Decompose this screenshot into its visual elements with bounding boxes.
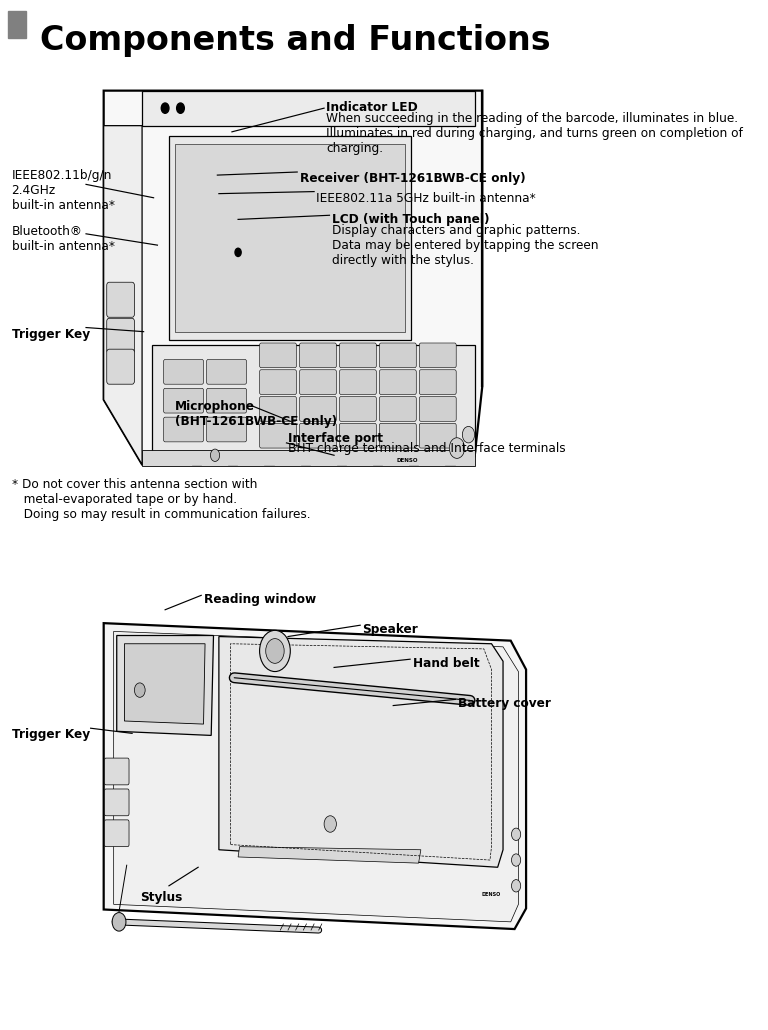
FancyBboxPatch shape — [104, 820, 129, 847]
FancyBboxPatch shape — [379, 343, 416, 368]
FancyBboxPatch shape — [260, 397, 296, 421]
Polygon shape — [104, 126, 142, 465]
Text: Battery cover: Battery cover — [458, 697, 551, 711]
FancyBboxPatch shape — [207, 359, 247, 384]
FancyBboxPatch shape — [207, 388, 247, 413]
FancyBboxPatch shape — [207, 417, 247, 442]
Text: Trigger Key: Trigger Key — [12, 328, 90, 341]
Text: Receiver (BHT-1261BWB-CE only): Receiver (BHT-1261BWB-CE only) — [300, 172, 525, 185]
Bar — [8, 11, 26, 38]
Text: Speaker: Speaker — [362, 623, 419, 637]
FancyBboxPatch shape — [419, 343, 456, 368]
Text: IEEE802.11a 5GHz built-in antenna*: IEEE802.11a 5GHz built-in antenna* — [316, 192, 536, 205]
FancyBboxPatch shape — [107, 318, 134, 353]
Text: DENSO: DENSO — [396, 458, 418, 462]
FancyBboxPatch shape — [419, 423, 456, 448]
Text: DENSO: DENSO — [482, 892, 502, 896]
Polygon shape — [117, 636, 214, 735]
Circle shape — [177, 103, 184, 113]
Circle shape — [511, 854, 521, 866]
Text: Bluetooth®
built-in antenna*: Bluetooth® built-in antenna* — [12, 225, 114, 252]
FancyBboxPatch shape — [339, 397, 376, 421]
FancyBboxPatch shape — [260, 423, 296, 448]
Text: Trigger Key: Trigger Key — [12, 728, 90, 742]
Circle shape — [112, 913, 126, 931]
Circle shape — [210, 449, 220, 461]
FancyBboxPatch shape — [339, 370, 376, 394]
Circle shape — [511, 828, 521, 840]
FancyBboxPatch shape — [379, 397, 416, 421]
FancyBboxPatch shape — [107, 282, 134, 317]
FancyBboxPatch shape — [164, 388, 204, 413]
Circle shape — [449, 438, 465, 458]
Circle shape — [462, 426, 475, 443]
FancyBboxPatch shape — [260, 370, 296, 394]
FancyBboxPatch shape — [300, 397, 336, 421]
Polygon shape — [152, 345, 475, 453]
Circle shape — [134, 683, 145, 697]
FancyBboxPatch shape — [379, 370, 416, 394]
FancyBboxPatch shape — [104, 758, 129, 785]
FancyBboxPatch shape — [339, 343, 376, 368]
FancyBboxPatch shape — [419, 397, 456, 421]
Circle shape — [511, 880, 521, 892]
Circle shape — [324, 816, 336, 832]
Circle shape — [235, 248, 241, 256]
FancyBboxPatch shape — [419, 370, 456, 394]
FancyBboxPatch shape — [379, 423, 416, 448]
FancyBboxPatch shape — [164, 417, 204, 442]
Text: Interface port: Interface port — [288, 432, 383, 445]
Text: Indicator LED: Indicator LED — [326, 101, 418, 114]
FancyBboxPatch shape — [104, 789, 129, 816]
Polygon shape — [238, 847, 421, 863]
Polygon shape — [142, 450, 475, 466]
Polygon shape — [124, 644, 205, 724]
Circle shape — [161, 103, 169, 113]
Circle shape — [266, 639, 284, 663]
Text: Stylus: Stylus — [140, 891, 182, 904]
Polygon shape — [175, 144, 405, 332]
Text: IEEE802.11b/g/n
2.4GHz
built-in antenna*: IEEE802.11b/g/n 2.4GHz built-in antenna* — [12, 169, 114, 212]
Polygon shape — [169, 136, 411, 340]
FancyBboxPatch shape — [300, 423, 336, 448]
Circle shape — [260, 630, 290, 672]
Polygon shape — [104, 623, 526, 929]
FancyBboxPatch shape — [107, 349, 134, 384]
FancyBboxPatch shape — [260, 343, 296, 368]
Polygon shape — [219, 637, 503, 867]
Polygon shape — [114, 631, 518, 922]
FancyBboxPatch shape — [339, 423, 376, 448]
Text: Hand belt: Hand belt — [413, 657, 480, 671]
Text: Components and Functions: Components and Functions — [40, 24, 551, 57]
FancyBboxPatch shape — [300, 343, 336, 368]
Text: LCD (with Touch panel): LCD (with Touch panel) — [332, 213, 489, 227]
Polygon shape — [142, 91, 475, 126]
FancyBboxPatch shape — [300, 370, 336, 394]
Text: Display characters and graphic patterns.
Data may be entered by tapping the scre: Display characters and graphic patterns.… — [332, 225, 598, 267]
Text: BHT charge terminals and Interface terminals: BHT charge terminals and Interface termi… — [288, 443, 565, 455]
Text: Reading window: Reading window — [204, 593, 316, 607]
Polygon shape — [104, 91, 482, 465]
Text: Microphone
(BHT-1261BWB-CE only): Microphone (BHT-1261BWB-CE only) — [175, 400, 337, 427]
Text: When succeeding in the reading of the barcode, illuminates in blue.
Illuminates : When succeeding in the reading of the ba… — [326, 112, 743, 154]
Text: * Do not cover this antenna section with
   metal-evaporated tape or by hand.
  : * Do not cover this antenna section with… — [12, 478, 310, 521]
FancyBboxPatch shape — [164, 359, 204, 384]
